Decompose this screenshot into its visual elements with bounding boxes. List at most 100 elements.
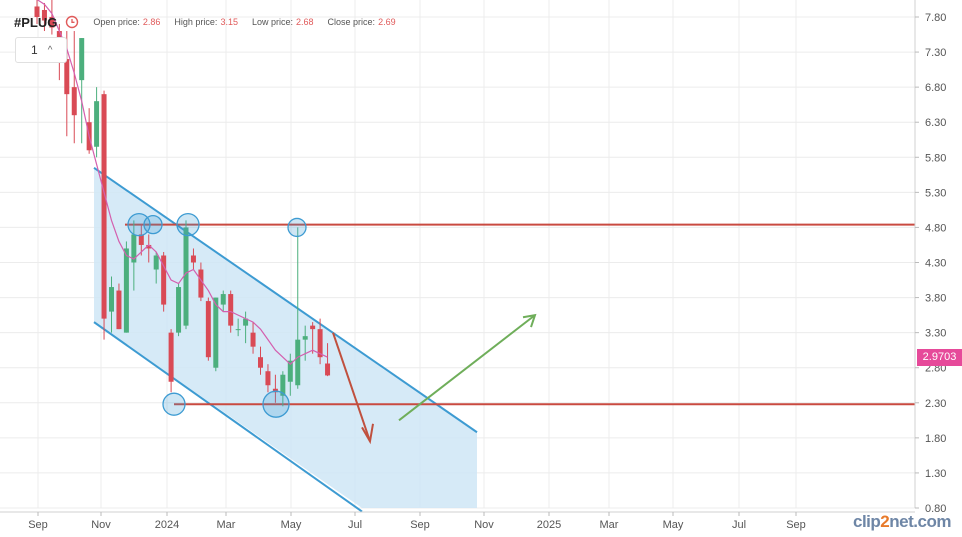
- price-tick-label: 5.80: [925, 152, 946, 164]
- open-price-label: Open price:: [93, 17, 140, 27]
- price-tick-label: 6.80: [925, 82, 946, 94]
- candle-body: [34, 6, 40, 18]
- price-tick-label: 4.80: [925, 222, 946, 234]
- time-tick-label: Nov: [91, 519, 111, 531]
- pivot-circle: [262, 390, 290, 418]
- price-tick-label: 6.30: [925, 117, 946, 129]
- price-tick-label: 1.30: [925, 468, 946, 480]
- logo-accent: 2: [880, 512, 890, 531]
- pivot-circle: [287, 217, 307, 238]
- pivot-circle: [162, 392, 186, 416]
- candle-body: [131, 234, 137, 263]
- candle-body: [153, 255, 159, 270]
- price-tick-label: 1.80: [925, 433, 946, 445]
- time-tick-label: Sep: [786, 519, 806, 531]
- time-tick-label: Jul: [348, 519, 362, 531]
- logo-prefix: clip: [853, 512, 881, 531]
- candle-body: [123, 248, 129, 333]
- time-tick-label: Mar: [600, 519, 619, 531]
- price-tick-label: 4.30: [925, 258, 946, 270]
- candle-body: [213, 297, 219, 368]
- candle-body: [41, 9, 47, 21]
- down-arrow-line: [332, 332, 371, 442]
- high-price: High price: 3.15: [174, 17, 238, 27]
- time-axis[interactable]: Sep Nov 2024 Mar May Jul Sep Nov 2025 Mar May Jul Se…: [0, 511, 915, 531]
- candle-body: [168, 332, 174, 382]
- candle-body: [272, 388, 278, 393]
- time-tick-label: Sep: [28, 519, 48, 531]
- candle-body: [146, 244, 152, 249]
- chart-header: #PLUG Open price: 2.86 High price: 3.15 Lo…: [14, 12, 410, 32]
- price-tick-label: 3.80: [925, 293, 946, 305]
- candle-body: [310, 325, 316, 330]
- time-tick-label: Jul: [732, 519, 746, 531]
- horizontal-levels[interactable]: [125, 223, 915, 406]
- close-price: Close price: 2.69: [328, 17, 396, 27]
- candle-body: [71, 87, 77, 116]
- price-tick-label: 3.30: [925, 328, 946, 340]
- candle-body: [265, 371, 271, 386]
- candle-body: [302, 336, 308, 340]
- candle-body: [49, 17, 55, 28]
- time-tick-label: May: [281, 519, 302, 531]
- close-price-value: 2.69: [378, 17, 396, 27]
- candle-body: [190, 255, 196, 263]
- channel-lower-line: [93, 321, 363, 513]
- low-price: Low price: 2.68: [252, 17, 314, 27]
- price-axis[interactable]: 7.80 7.30 6.80 6.30 5.80 5.30 4.80 4.30 3.80 3.30…: [914, 0, 946, 515]
- channel-fill: [94, 167, 477, 509]
- time-tick-label: 2025: [537, 519, 561, 531]
- chevron-up-icon: ^: [47, 44, 53, 56]
- symbol-name: #PLUG: [14, 14, 58, 30]
- candle-body: [325, 363, 331, 376]
- high-price-value: 3.15: [220, 17, 238, 27]
- clip2net-logo: clip2net.com: [853, 512, 951, 532]
- price-tick-label: 0.80: [925, 503, 946, 515]
- candle-body: [94, 101, 100, 147]
- price-tick-label: 7.80: [925, 12, 946, 24]
- price-tick-label: 7.30: [925, 47, 946, 59]
- candle-body: [220, 294, 226, 305]
- candle-body: [109, 287, 114, 312]
- candle-body: [101, 94, 107, 319]
- candle-body: [243, 318, 249, 326]
- time-tick-label: Sep: [410, 519, 430, 531]
- candle-body: [198, 269, 204, 298]
- open-price: Open price: 2.86: [93, 17, 160, 27]
- candle-body: [250, 332, 256, 347]
- candle-body: [228, 294, 234, 326]
- price-tick-label: 2.30: [925, 398, 946, 410]
- down-arrow-head: [361, 423, 374, 445]
- last-price-tag: 2.9703: [917, 349, 962, 366]
- close-price-label: Close price:: [327, 17, 376, 27]
- candle-body: [79, 38, 85, 81]
- candle-body: [161, 255, 167, 305]
- price-tick-label: 5.30: [925, 187, 946, 199]
- low-price-value: 2.68: [296, 17, 314, 27]
- projection-arrows[interactable]: [332, 313, 537, 445]
- interval-selector[interactable]: 1 ^: [15, 37, 67, 63]
- candle-body: [64, 59, 70, 95]
- candle-body: [295, 339, 301, 386]
- time-tick-label: Mar: [217, 519, 236, 531]
- low-price-label: Low price:: [251, 17, 293, 27]
- interval-value: 1: [31, 43, 38, 57]
- time-tick-label: 2024: [155, 519, 179, 531]
- open-price-value: 2.86: [142, 17, 161, 27]
- clock-icon[interactable]: [65, 15, 79, 29]
- candle-body: [183, 227, 189, 326]
- time-tick-label: May: [663, 519, 684, 531]
- descending-channel[interactable]: [93, 166, 478, 513]
- pivot-markers[interactable]: [127, 212, 307, 418]
- candle-body: [287, 360, 293, 382]
- up-arrow-line: [398, 314, 536, 422]
- channel-upper-line: [93, 166, 478, 434]
- candle-body: [116, 290, 122, 330]
- candle-body: [205, 301, 211, 358]
- moving-average-line: [36, 0, 328, 366]
- candle-body: [280, 374, 286, 396]
- pivot-circle: [143, 214, 163, 235]
- candle-body: [258, 357, 263, 368]
- time-tick-label: Nov: [474, 519, 494, 531]
